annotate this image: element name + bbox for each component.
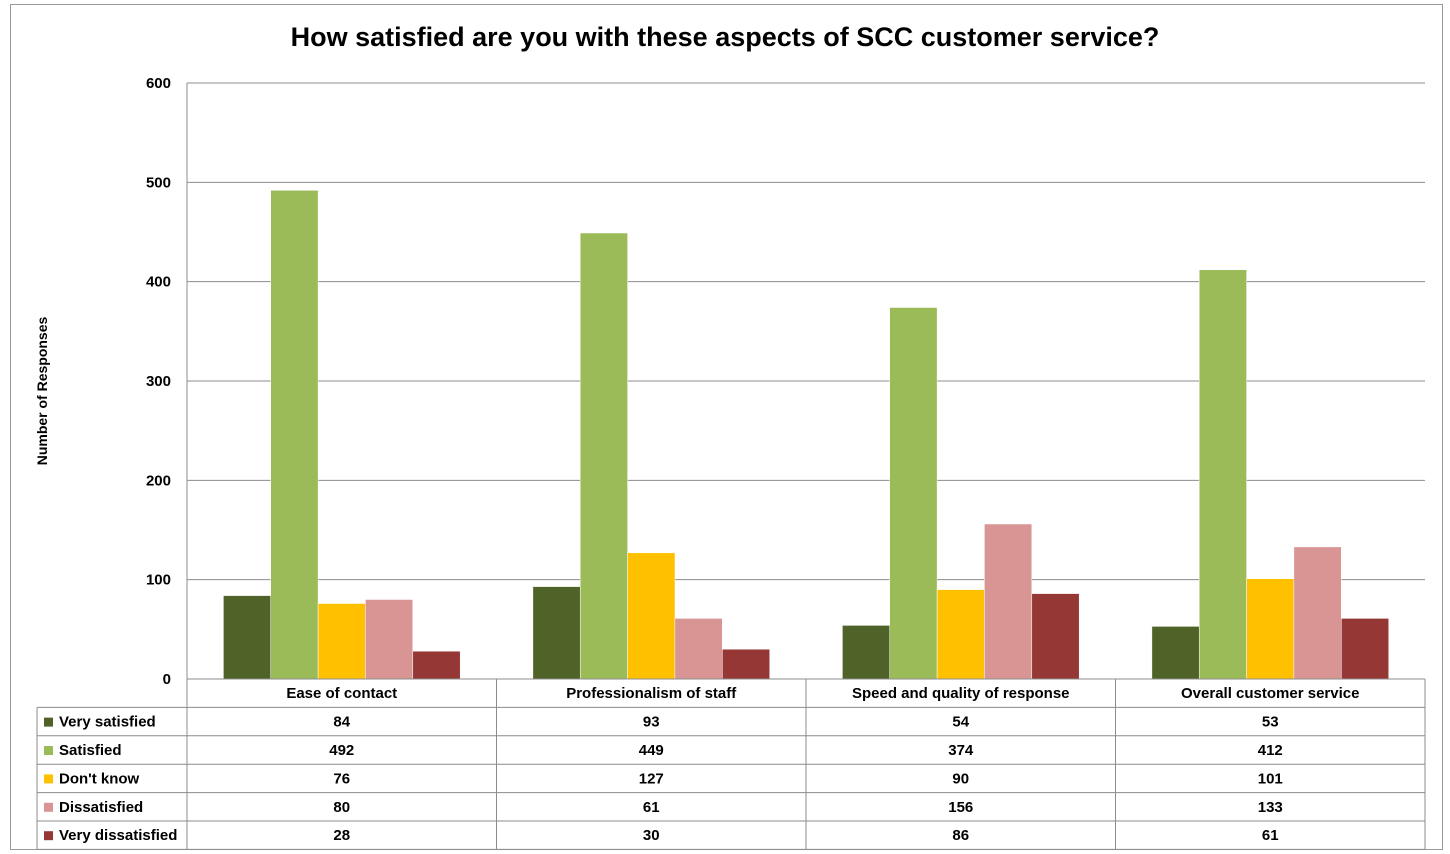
bar	[1246, 578, 1295, 680]
bar	[1151, 626, 1200, 680]
data-table-value: 133	[1258, 799, 1283, 816]
data-table-value: 61	[1262, 827, 1279, 844]
chart-title: How satisfied are you with these aspects…	[290, 22, 1160, 52]
data-table-value: 86	[952, 827, 969, 844]
bar	[270, 190, 319, 680]
data-table-value: 53	[1262, 714, 1279, 731]
legend-swatch	[44, 802, 53, 812]
bar	[674, 618, 723, 680]
data-table-value: 492	[329, 742, 354, 759]
data-table-value: 156	[948, 799, 973, 816]
bar	[1198, 269, 1247, 680]
bar	[317, 603, 366, 680]
data-table-value: 30	[643, 827, 660, 844]
bar	[223, 595, 272, 680]
legend-swatch	[44, 746, 53, 755]
y-tick-label: 400	[146, 274, 171, 291]
y-tick-label: 300	[146, 373, 171, 390]
legend-swatch	[44, 774, 53, 784]
legend-swatch	[44, 717, 53, 727]
y-axis-title: Number of Responses	[34, 316, 50, 465]
y-tick-label: 500	[146, 174, 171, 191]
bar	[1031, 593, 1080, 680]
data-table-value: 412	[1258, 742, 1283, 759]
category-label: Ease of contact	[286, 685, 397, 702]
bar	[532, 586, 581, 680]
legend-label: Very dissatisfied	[59, 827, 177, 844]
bar	[1341, 618, 1389, 680]
y-tick-label: 100	[146, 572, 171, 589]
y-tick-label: 0	[163, 671, 171, 688]
bar	[842, 625, 891, 680]
legend-swatch	[44, 831, 53, 841]
data-table-value: 54	[952, 714, 969, 731]
data-table-value: 84	[333, 714, 350, 731]
bar	[889, 307, 938, 680]
bar	[579, 232, 628, 680]
data-table-value: 101	[1258, 770, 1283, 787]
data-table-value: 61	[643, 799, 660, 816]
data-table-value: 127	[639, 770, 664, 787]
data-table-value: 374	[948, 742, 974, 759]
category-label: Speed and quality of response	[852, 685, 1070, 702]
bar	[627, 552, 676, 680]
data-table-value: 93	[643, 714, 660, 731]
bar	[936, 589, 985, 680]
legend-label: Dissatisfied	[59, 799, 143, 816]
category-label: Professionalism of staff	[566, 685, 737, 702]
legend-label: Very satisfied	[59, 714, 156, 731]
bar	[365, 599, 414, 680]
bar	[1293, 546, 1342, 680]
bar	[412, 650, 461, 680]
data-table-value: 28	[333, 827, 350, 844]
data-table-value: 80	[333, 799, 350, 816]
bar	[722, 648, 770, 680]
y-tick-label: 200	[146, 472, 171, 489]
category-label: Overall customer service	[1181, 685, 1359, 702]
data-table-value: 449	[639, 742, 664, 759]
legend-label: Don't know	[59, 770, 140, 787]
y-tick-label: 600	[146, 75, 171, 92]
legend-label: Satisfied	[59, 742, 122, 759]
data-table-value: 76	[333, 770, 350, 787]
bar	[984, 523, 1033, 680]
data-table-value: 90	[952, 770, 969, 787]
